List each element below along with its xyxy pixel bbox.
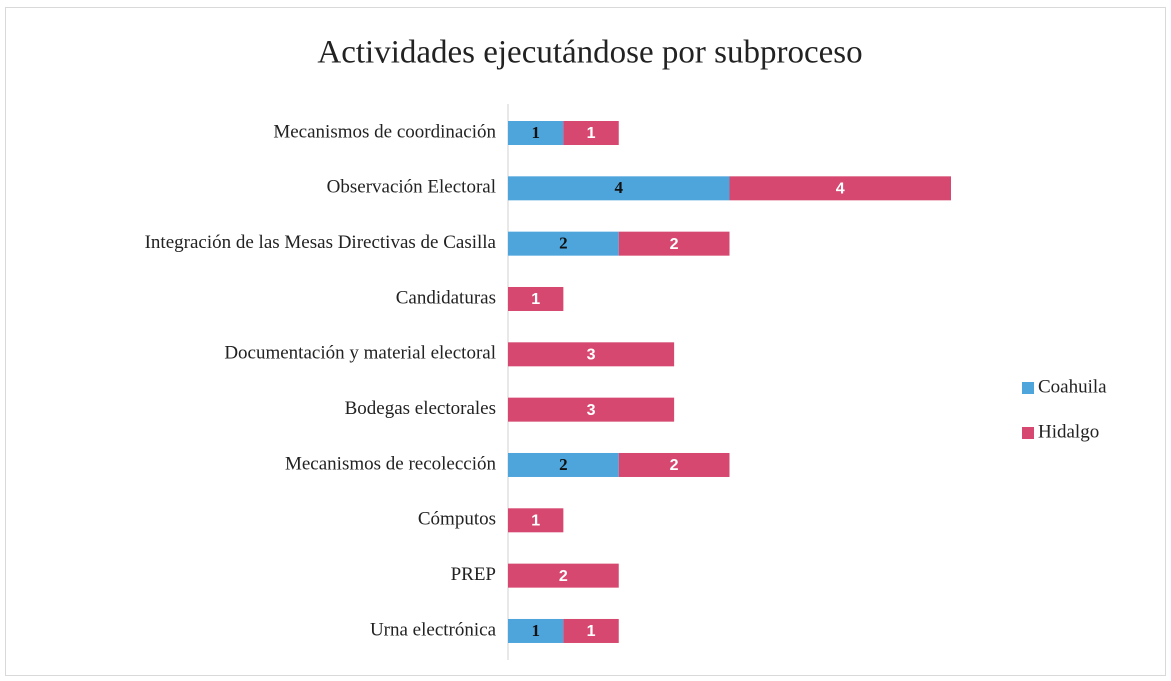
y-tick-label: Observación Electoral xyxy=(327,177,496,198)
data-label: 1 xyxy=(531,513,540,530)
bar-segment xyxy=(508,342,675,367)
y-tick-label: Integración de las Mesas Directivas de C… xyxy=(145,232,497,253)
bar-segment xyxy=(618,452,730,477)
bar-segment xyxy=(508,452,619,477)
legend-label: Hidalgo xyxy=(1038,421,1099,442)
bar-segment xyxy=(508,176,730,201)
y-tick-label: PREP xyxy=(451,564,496,585)
data-label: 2 xyxy=(559,234,568,253)
data-label: 4 xyxy=(615,178,624,197)
legend-swatch xyxy=(1022,427,1034,439)
bar-segment xyxy=(508,618,564,643)
y-tick-label: Cómputos xyxy=(418,509,496,530)
data-label: 2 xyxy=(670,236,679,253)
legend-swatch xyxy=(1022,382,1034,394)
data-label: 3 xyxy=(587,402,596,419)
data-label: 2 xyxy=(559,455,568,474)
bar-segment xyxy=(563,121,619,145)
bar-segment xyxy=(508,508,564,533)
data-label: 2 xyxy=(559,568,568,585)
data-label: 1 xyxy=(531,291,540,308)
y-tick-label: Candidaturas xyxy=(396,287,496,308)
data-label: 1 xyxy=(587,125,596,142)
y-tick-label: Urna electrónica xyxy=(370,619,497,640)
chart-title: Actividades ejecutándose por subproceso xyxy=(317,35,862,71)
data-label: 1 xyxy=(531,123,540,142)
bar-segment xyxy=(508,563,619,588)
y-tick-label: Mecanismos de recolección xyxy=(285,453,497,474)
data-label: 4 xyxy=(836,181,845,198)
bar-segment xyxy=(508,121,564,145)
data-label: 1 xyxy=(587,623,596,640)
data-label: 2 xyxy=(670,457,679,474)
y-tick-label: Mecanismos de coordinación xyxy=(273,121,496,142)
bar-segment xyxy=(618,231,730,256)
y-tick-label: Bodegas electorales xyxy=(345,398,496,419)
legend-label: Coahuila xyxy=(1038,376,1107,397)
y-tick-label: Documentación y material electoral xyxy=(224,343,496,364)
bar-segment xyxy=(563,618,619,643)
bar-segment xyxy=(508,397,675,422)
bar-segment xyxy=(508,231,619,256)
bar-segment xyxy=(729,176,951,201)
bar-segment xyxy=(508,286,564,311)
data-label: 1 xyxy=(531,621,540,640)
data-label: 3 xyxy=(587,347,596,364)
